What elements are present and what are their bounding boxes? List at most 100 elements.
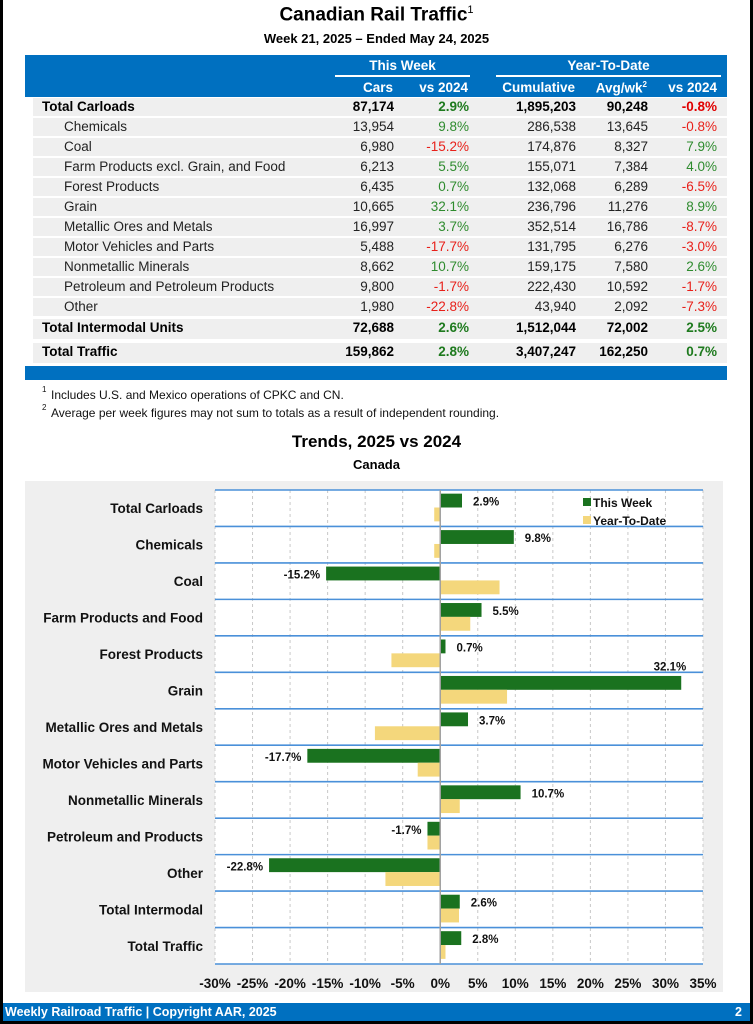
data-label: 5.5%	[493, 606, 519, 618]
cell-vs-ytd: -3.0%	[681, 239, 717, 254]
table-row: Petroleum and Petroleum Products 9,800 -1.…	[33, 278, 727, 296]
col-vs-ytd: vs 2024	[668, 80, 717, 95]
bar-this-week	[440, 894, 460, 909]
category-label: Nonmetallic Minerals	[68, 793, 203, 808]
data-label: -17.7%	[265, 752, 301, 764]
col-avg-footnote-mark: 2	[642, 80, 647, 89]
category-label: Farm Products and Food	[43, 611, 203, 626]
category-label: Chemicals	[135, 538, 203, 553]
cell-cumulative: 132,068	[527, 179, 576, 194]
x-tick-label: -5%	[391, 976, 415, 991]
cell-vs-week: 10.7%	[430, 259, 469, 274]
table-row: Nonmetallic Minerals 8,662 10.7% 159,175 7,5…	[33, 258, 727, 276]
cell-cars: 1,980	[360, 299, 394, 314]
cell-cars: 87,174	[352, 99, 394, 114]
row-label: Nonmetallic Minerals	[64, 259, 190, 274]
cell-avg: 6,276	[614, 239, 648, 254]
cell-avg: 72,002	[606, 320, 648, 335]
data-label: 2.8%	[472, 934, 498, 946]
cell-cumulative: 1,512,044	[515, 320, 576, 335]
table-row: Total Traffic 159,862 2.8% 3,407,247 162,250…	[33, 343, 727, 363]
bar-this-week	[440, 931, 462, 946]
cell-cumulative: 174,876	[527, 139, 576, 154]
bar-ytd	[440, 799, 460, 814]
cell-vs-week: 9.8%	[438, 119, 469, 134]
cell-vs-week: -22.8%	[426, 299, 469, 314]
cell-cars: 16,997	[352, 219, 394, 234]
cell-cars: 10,665	[352, 199, 394, 214]
bar-this-week	[440, 675, 682, 690]
row-label: Chemicals	[64, 119, 128, 134]
cell-avg: 8,327	[614, 139, 648, 154]
table-row: Metallic Ores and Metals 16,997 3.7% 352,51…	[33, 218, 727, 236]
data-label: 10.7%	[532, 788, 565, 800]
page-footer: Weekly Railroad Traffic | Copyright AAR,…	[3, 1003, 750, 1021]
cell-avg: 11,276	[607, 199, 648, 214]
x-tick-label: -25%	[237, 976, 269, 991]
x-tick-label: 5%	[468, 976, 488, 991]
col-cumulative: Cumulative	[502, 80, 575, 95]
table-row: Other 1,980 -22.8% 43,940 2,092 -7.3%	[33, 298, 727, 316]
table-row: Motor Vehicles and Parts 5,488 -17.7% 131,7…	[33, 238, 727, 256]
x-tick-label: -15%	[312, 976, 344, 991]
footnote-text: Includes U.S. and Mexico operations of C…	[51, 388, 344, 402]
row-label: Other	[64, 299, 98, 314]
bar-ytd	[440, 945, 446, 959]
data-label: 0.7%	[456, 642, 482, 654]
cell-cumulative: 3,407,247	[515, 344, 576, 359]
bar-this-week	[269, 858, 441, 873]
cell-avg: 7,384	[614, 159, 648, 174]
cell-avg: 7,580	[614, 259, 648, 274]
col-avg-label: Avg/wk	[595, 80, 643, 96]
x-tick-label: 0%	[430, 976, 450, 991]
data-label: -22.8%	[227, 861, 263, 873]
table-header: This Week Year-To-Date Cars vs 2024 Cumu…	[25, 55, 727, 97]
x-tick-label: 25%	[614, 976, 641, 991]
cell-vs-week: 3.7%	[438, 219, 469, 234]
bar-ytd	[427, 835, 441, 850]
cell-cars: 9,800	[360, 279, 394, 294]
bar-ytd	[440, 616, 471, 631]
table-row: Coal 6,980 -15.2% 174,876 8,327 7.9%	[33, 138, 727, 156]
cell-avg: 10,592	[606, 279, 648, 294]
footnote-1: 1 Includes U.S. and Mexico operations of …	[42, 385, 344, 402]
category-label: Forest Products	[99, 647, 203, 662]
cell-vs-ytd: 8.9%	[686, 199, 717, 214]
cell-cumulative: 222,430	[527, 279, 576, 294]
x-tick-label: -20%	[274, 976, 306, 991]
chart-title: Trends, 2025 vs 2024	[291, 432, 462, 451]
row-label: Motor Vehicles and Parts	[64, 239, 215, 254]
cell-vs-week: -17.7%	[426, 239, 469, 254]
cell-cars: 72,688	[352, 320, 394, 335]
cell-avg: 6,289	[614, 179, 648, 194]
cell-vs-ytd: -1.7%	[681, 279, 717, 294]
cell-cars: 6,213	[360, 159, 394, 174]
cell-cumulative: 131,795	[527, 239, 576, 254]
legend-label-ytd: Year-To-Date	[593, 514, 666, 528]
bar-ytd	[385, 872, 441, 886]
cell-avg: 16,786	[606, 219, 648, 234]
row-label: Farm Products excl. Grain, and Food	[64, 159, 286, 174]
page-number: 2	[735, 1005, 742, 1019]
footnote-mark: 2	[42, 403, 47, 412]
bar-this-week	[440, 603, 482, 617]
cell-cars: 159,862	[345, 344, 394, 359]
cell-cumulative: 155,071	[527, 159, 576, 174]
cell-vs-ytd: -0.8%	[681, 99, 717, 114]
chart-panel: Total Carloads 2.9% Chemicals 9.8% Coal -15.2…	[25, 481, 723, 992]
category-label: Coal	[174, 574, 203, 589]
x-tick-label: 10%	[502, 976, 529, 991]
cell-vs-ytd: -7.3%	[681, 299, 717, 314]
chart-subtitle: Canada	[353, 457, 400, 472]
cell-vs-week: 32.1%	[430, 199, 469, 214]
cell-vs-week: 2.9%	[438, 99, 469, 114]
cell-vs-week: -15.2%	[426, 139, 469, 154]
bar-ytd	[434, 543, 441, 558]
legend-swatch-ytd	[583, 516, 591, 524]
data-label: 3.7%	[479, 715, 505, 727]
row-label: Metallic Ores and Metals	[64, 219, 213, 234]
category-label: Petroleum and Products	[47, 829, 203, 844]
cell-vs-week: 0.7%	[438, 179, 469, 194]
legend-label-this-week: This Week	[593, 496, 652, 510]
x-tick-label: -30%	[199, 976, 231, 991]
